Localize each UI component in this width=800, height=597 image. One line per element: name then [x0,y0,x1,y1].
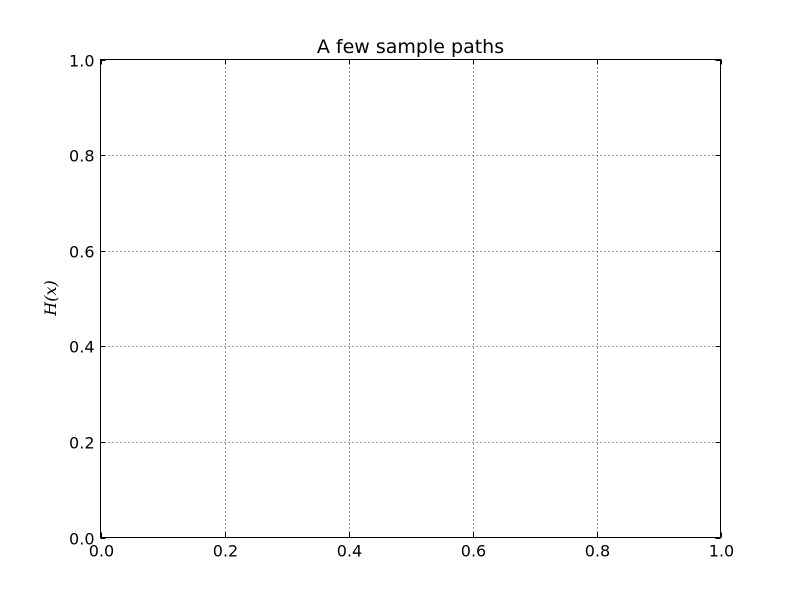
grid-lines [100,59,721,538]
x-tick-label: 1.0 [709,542,734,561]
y-tick-label: 1.0 [69,52,94,71]
y-axis-tick-labels: 0.0 0.2 0.4 0.6 0.8 1.0 [69,52,94,549]
x-tick-label: 0.6 [461,542,486,561]
y-tick-label: 0.0 [69,530,94,549]
plot-area-frame [100,59,721,538]
chart-title: A few sample paths [317,36,504,58]
x-tick-label: 0.2 [213,542,238,561]
x-tick-label: 0.4 [337,542,362,561]
x-tick-label: 0.0 [89,542,114,561]
y-tick-label: 0.2 [69,434,94,453]
x-axis-tick-labels: 0.0 0.2 0.4 0.6 0.8 1.0 [89,542,734,561]
y-tick-label: 0.4 [69,338,94,357]
axis-ticks [100,59,722,539]
y-tick-label: 0.6 [69,243,94,262]
x-tick-label: 0.8 [585,542,610,561]
y-axis-label: H(x) [41,280,60,316]
y-tick-label: 0.8 [69,147,94,166]
